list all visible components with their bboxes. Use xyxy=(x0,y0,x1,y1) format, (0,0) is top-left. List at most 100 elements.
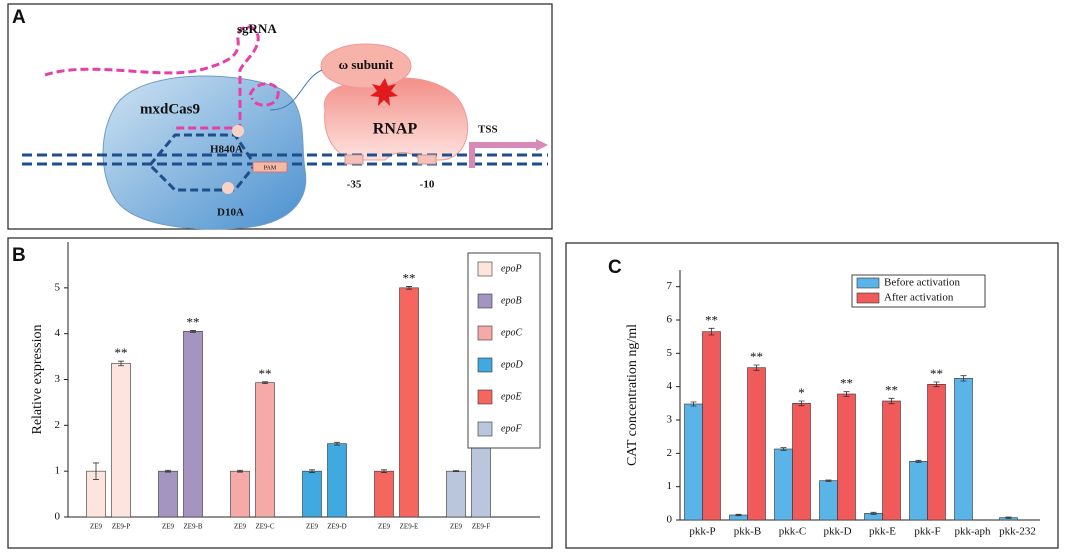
box-10 xyxy=(417,154,437,165)
y-tick-label: 7 xyxy=(667,280,673,292)
error-bar xyxy=(843,391,850,397)
label: mxdCas9 xyxy=(140,101,200,117)
error-bar xyxy=(1005,516,1012,519)
x-tick-label: ZE9 xyxy=(90,523,103,531)
y-tick-label: 6 xyxy=(667,314,673,326)
legend-label: epoC xyxy=(501,327,522,338)
error-bar xyxy=(690,401,697,407)
x-tick-label: ZE9 xyxy=(378,523,391,531)
x-tick-label: ZE9-B xyxy=(183,523,202,531)
panel-label: C xyxy=(608,257,622,278)
legend-label: epoP xyxy=(501,263,522,274)
legend-swatch xyxy=(856,277,880,289)
significance: ** xyxy=(840,376,853,391)
x-tick-label: pkk-aph xyxy=(954,526,991,538)
bar xyxy=(399,287,419,518)
legend-label: epoB xyxy=(501,295,522,306)
bar xyxy=(882,400,901,521)
error-bar xyxy=(118,360,124,367)
y-tick-label: 0 xyxy=(55,511,61,523)
y-axis-label: Relative expression xyxy=(30,324,45,434)
bar xyxy=(927,384,946,521)
panel-frame xyxy=(7,3,553,230)
legend-swatch xyxy=(477,421,493,437)
legend-swatch xyxy=(856,292,880,304)
bar xyxy=(747,367,766,521)
y-tick-label: 3 xyxy=(667,414,673,426)
bar xyxy=(230,470,250,518)
error-bar xyxy=(780,447,787,451)
x-tick-label: ZE9 xyxy=(450,523,463,531)
error-bar xyxy=(798,400,805,407)
bar xyxy=(837,393,856,521)
error-bar xyxy=(262,381,268,385)
bar xyxy=(158,470,178,518)
legend-swatch xyxy=(477,293,493,309)
panel-frame xyxy=(7,237,553,549)
bar xyxy=(684,403,703,521)
error-bar xyxy=(888,397,895,405)
star xyxy=(370,78,398,106)
label: ω subunit xyxy=(339,57,394,72)
box-35 xyxy=(344,154,364,165)
pam-box xyxy=(252,161,288,173)
bar xyxy=(702,331,721,521)
error-bar xyxy=(309,469,315,473)
x-tick-label: pkk-P xyxy=(689,526,715,538)
bar xyxy=(954,378,973,521)
bar xyxy=(374,470,394,518)
y-tick-label: 5 xyxy=(55,281,61,293)
bar xyxy=(792,403,811,521)
y-tick-label: 2 xyxy=(667,447,673,459)
label: sgRNA xyxy=(237,21,277,36)
error-bar xyxy=(960,375,967,382)
bar xyxy=(909,461,928,521)
x-tick-label: pkk-E xyxy=(869,526,896,538)
panel-label: A xyxy=(12,7,26,28)
legend-swatch xyxy=(477,389,493,405)
error-bar xyxy=(381,469,387,473)
x-tick-label: pkk-D xyxy=(823,526,851,538)
error-bar xyxy=(753,364,760,371)
y-tick-label: 5 xyxy=(667,347,673,359)
legend-label: Before activation xyxy=(884,277,961,289)
y-tick-label: 3 xyxy=(55,373,61,385)
bar xyxy=(446,470,466,518)
legend-swatch xyxy=(477,357,493,373)
significance: ** xyxy=(750,349,763,364)
error-bar xyxy=(870,511,877,515)
label: -10 xyxy=(420,179,435,191)
label: RNAP xyxy=(373,121,418,138)
significance: ** xyxy=(259,366,272,381)
panel-a: A sgRNA ω subunit mxdCas9 RNAP TSS H840A… xyxy=(7,3,553,230)
tss-arrowhead xyxy=(536,139,548,151)
y-tick-label: 2 xyxy=(55,419,61,431)
x-tick-label: pkk-F xyxy=(914,526,940,538)
legend-label: epoE xyxy=(501,391,522,402)
bar xyxy=(819,480,838,521)
y-axis-label: CAT concentration ng/ml xyxy=(625,324,640,466)
linker xyxy=(269,69,323,111)
x-tick-label: ZE9-P xyxy=(112,523,130,531)
significance: ** xyxy=(403,270,416,285)
x-tick-label: pkk-232 xyxy=(999,526,1036,538)
error-bar xyxy=(165,469,171,473)
error-bar xyxy=(93,462,99,480)
y-tick-label: 4 xyxy=(667,380,673,392)
error-bar xyxy=(735,513,742,517)
error-bar xyxy=(190,330,196,333)
legend-label: epoF xyxy=(501,423,522,434)
legend-label: After activation xyxy=(884,292,954,304)
sgrna-strand xyxy=(44,25,280,130)
error-bar xyxy=(334,441,340,446)
x-tick-label: ZE9-F xyxy=(472,523,490,531)
significance: * xyxy=(798,385,805,400)
bar xyxy=(183,331,203,518)
site xyxy=(222,182,234,194)
x-tick-label: ZE9-C xyxy=(255,523,274,531)
x-tick-label: ZE9 xyxy=(306,523,319,531)
tss-arrow xyxy=(469,142,538,168)
label: TSS xyxy=(478,124,498,136)
site xyxy=(232,125,244,137)
